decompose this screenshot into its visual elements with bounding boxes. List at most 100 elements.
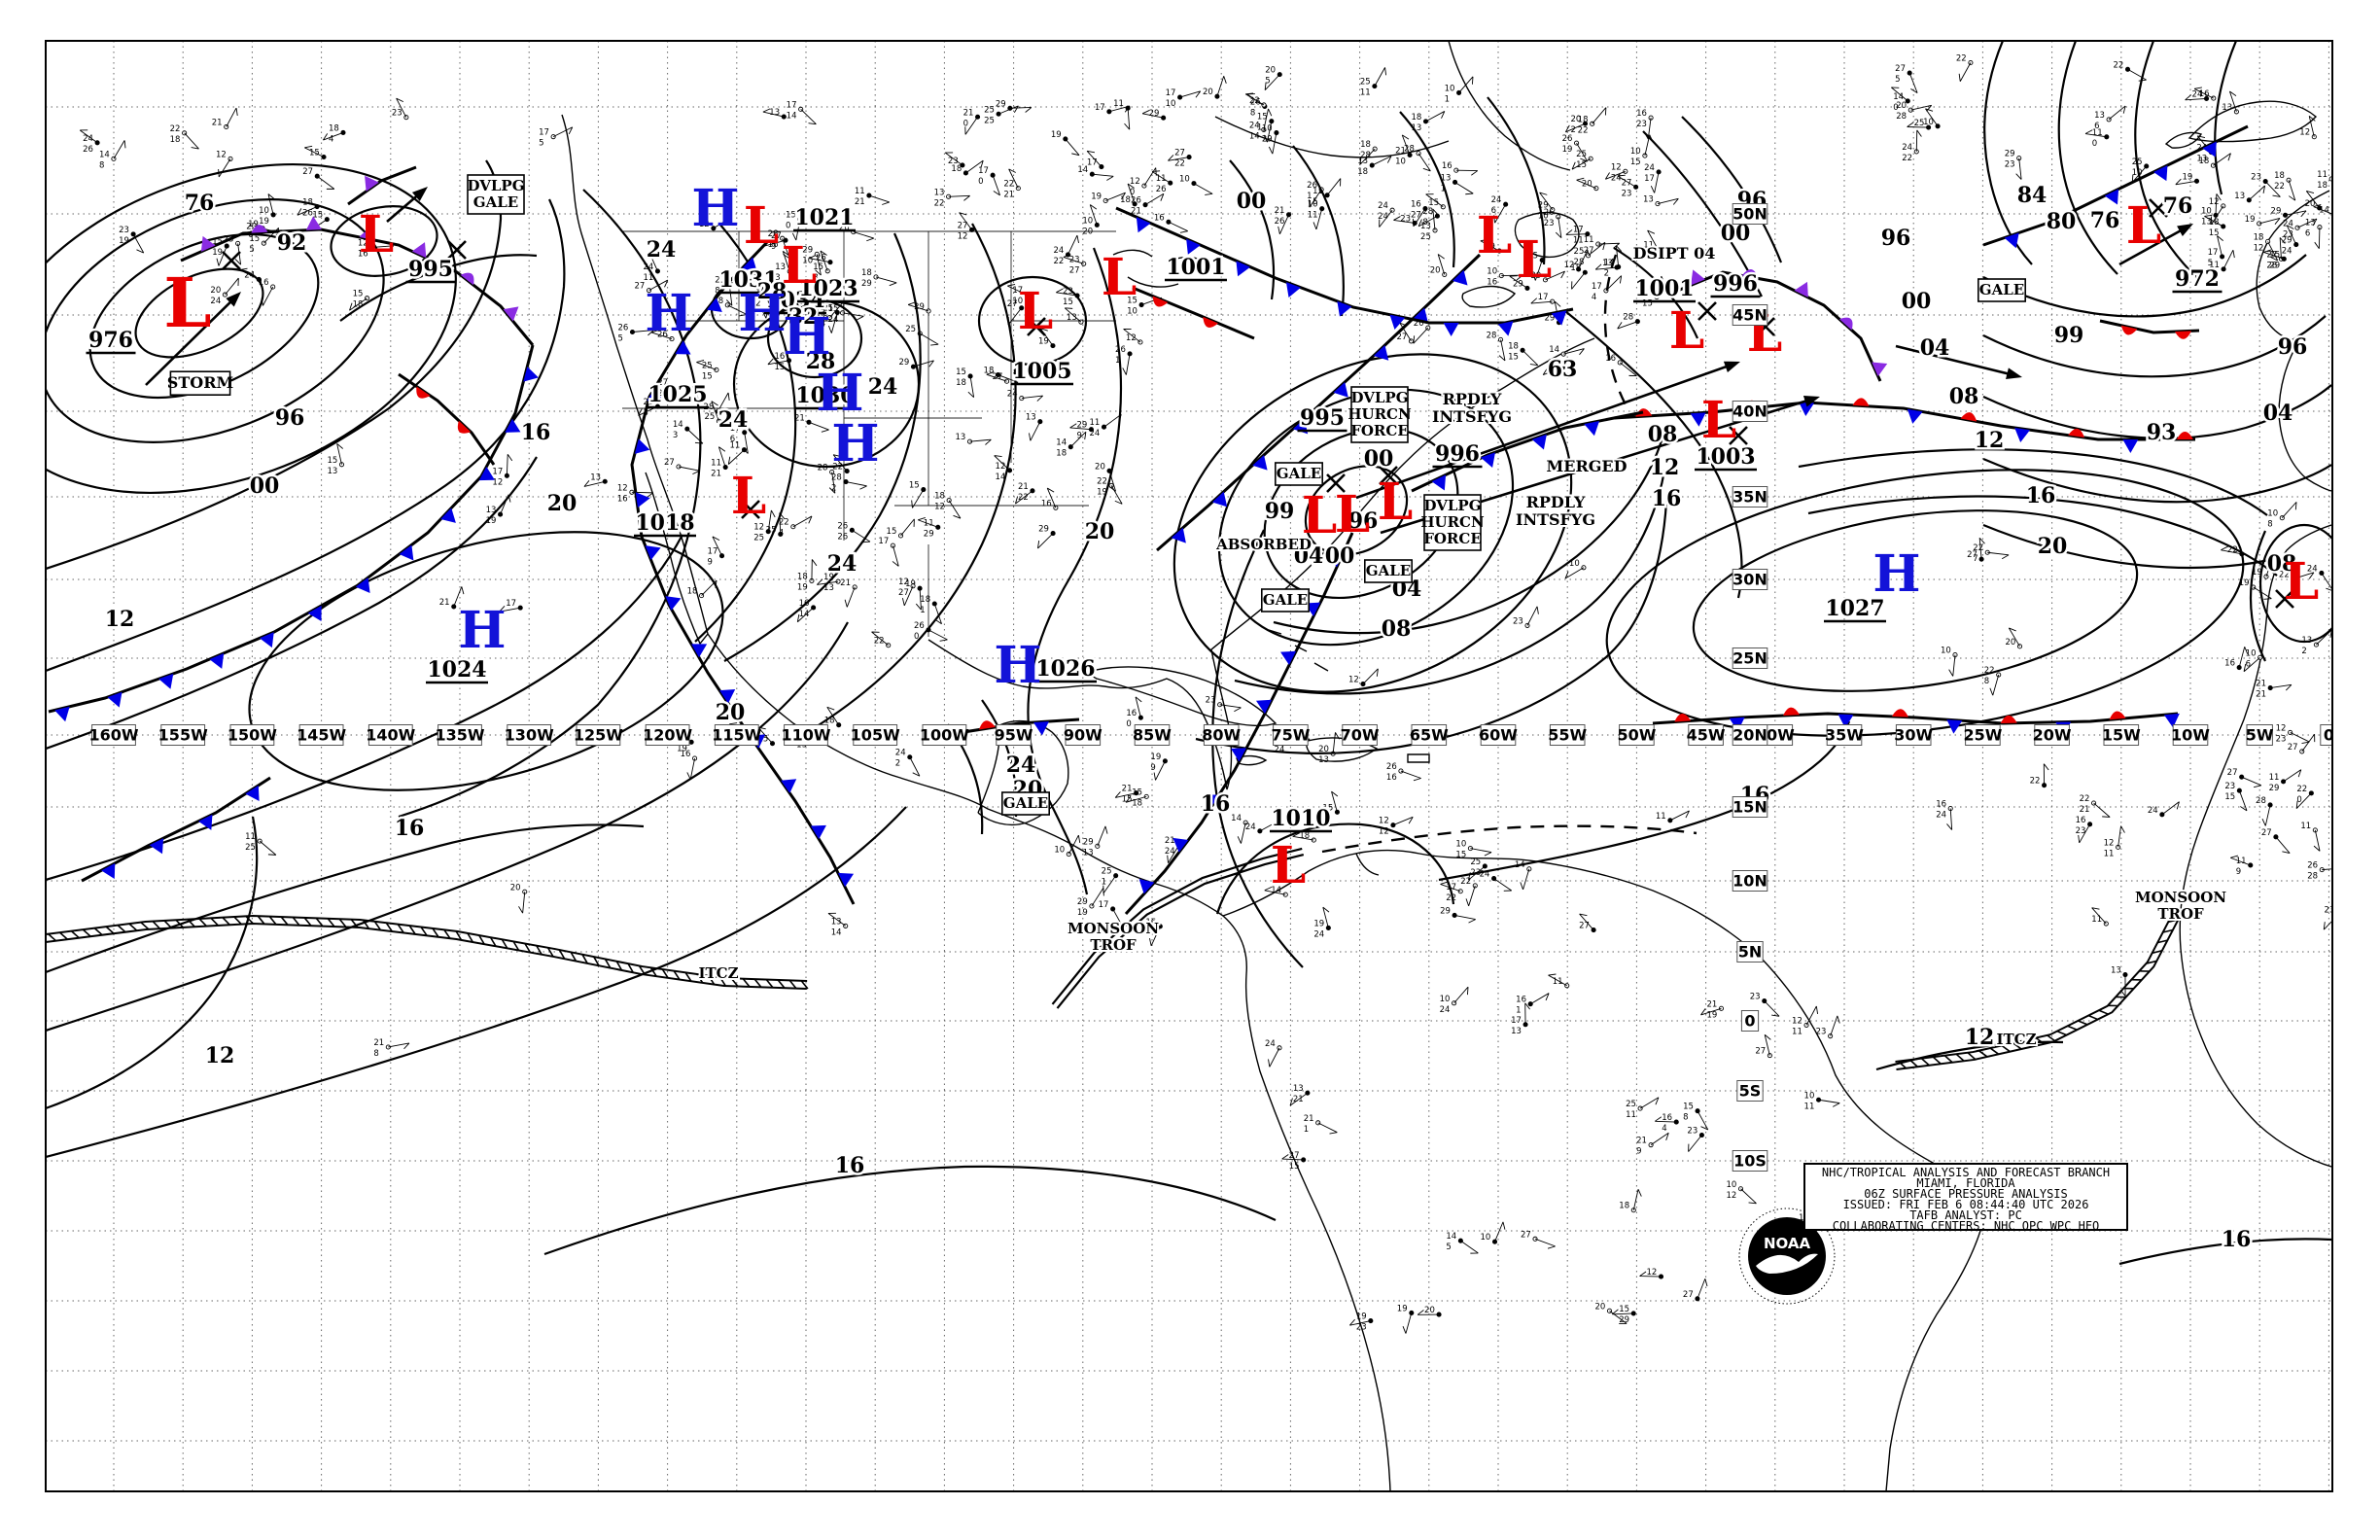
svg-text:18: 18	[1132, 798, 1142, 808]
svg-text:0: 0	[2092, 139, 2097, 149]
svg-text:17: 17	[1012, 286, 1023, 296]
svg-text:28: 28	[2266, 261, 2277, 270]
svg-text:15: 15	[1527, 252, 1538, 262]
svg-text:23: 23	[2005, 160, 2015, 170]
isobar-label: 995	[1300, 405, 1345, 431]
svg-text:27: 27	[993, 372, 1003, 382]
svg-text:27: 27	[1622, 178, 1632, 188]
svg-text:16: 16	[1605, 354, 1616, 364]
svg-text:65W: 65W	[1410, 726, 1449, 745]
svg-text:24: 24	[1245, 822, 1256, 832]
svg-text:22: 22	[874, 637, 885, 647]
svg-text:19: 19	[1097, 487, 1107, 497]
svg-text:16: 16	[681, 750, 691, 759]
svg-text:100W: 100W	[920, 726, 969, 745]
svg-text:23: 23	[1750, 993, 1761, 1002]
svg-text:13: 13	[590, 472, 601, 482]
svg-text:0: 0	[1744, 1012, 1755, 1031]
svg-text:28: 28	[831, 473, 842, 483]
low-center: L	[1271, 836, 1307, 895]
svg-text:21: 21	[1293, 1095, 1304, 1104]
isobar-label: 84	[2017, 183, 2048, 208]
svg-text:55W: 55W	[1548, 726, 1587, 745]
svg-text:18: 18	[797, 572, 808, 581]
svg-text:22: 22	[2274, 182, 2285, 192]
svg-text:20: 20	[1082, 227, 1093, 236]
svg-text:21: 21	[439, 598, 450, 608]
svg-text:9: 9	[1076, 432, 1081, 441]
annotation-gale: GALE	[1979, 281, 2024, 298]
svg-text:19: 19	[259, 217, 269, 227]
svg-text:18: 18	[1360, 140, 1371, 150]
svg-text:16: 16	[1636, 109, 1647, 119]
svg-text:25: 25	[905, 325, 916, 334]
svg-text:14: 14	[1893, 92, 1904, 102]
svg-text:2: 2	[895, 759, 900, 769]
title-line: ISSUED: FRI FEB 6 08:44:40 UTC 2026	[1842, 1198, 2089, 1211]
svg-text:10: 10	[1804, 1091, 1815, 1101]
svg-text:21: 21	[2256, 680, 2266, 689]
fronts	[47, 124, 2249, 1070]
noaa-logo-text: NOAA	[1764, 1235, 1811, 1252]
svg-text:16: 16	[1442, 161, 1452, 171]
svg-text:13: 13	[769, 108, 780, 118]
svg-text:135W: 135W	[435, 726, 484, 745]
svg-text:11: 11	[2269, 773, 2280, 783]
position-x-mark	[2149, 198, 2168, 218]
position-x-mark	[2275, 589, 2294, 609]
itcz-band	[47, 914, 809, 990]
svg-text:23: 23	[119, 226, 129, 235]
annotation-gale: GALE	[1263, 591, 1308, 609]
svg-text:25: 25	[702, 361, 713, 370]
svg-text:22: 22	[2296, 785, 2307, 794]
isobar-label: 1027	[1825, 596, 1884, 621]
svg-text:28: 28	[818, 464, 828, 473]
svg-text:18: 18	[861, 268, 872, 278]
svg-text:0: 0	[1130, 188, 1135, 197]
position-x-mark	[222, 251, 241, 270]
isobar-label: 1025	[648, 382, 707, 407]
svg-text:18: 18	[2209, 218, 2220, 228]
svg-text:16: 16	[1662, 1113, 1672, 1123]
annotation-gale: GALE	[1277, 465, 1321, 482]
title-line: COLLABORATING CENTERS: NHC OPC WPC HFO	[1832, 1219, 2100, 1231]
svg-text:17: 17	[1511, 1016, 1522, 1026]
svg-text:19: 19	[2252, 568, 2262, 578]
svg-text:160W: 160W	[88, 726, 138, 745]
svg-text:5: 5	[1446, 1242, 1451, 1252]
svg-text:6: 6	[2246, 659, 2251, 669]
svg-text:11: 11	[924, 518, 934, 528]
svg-text:11: 11	[2104, 849, 2115, 858]
svg-text:12: 12	[934, 503, 945, 512]
isobar-label: 24	[1006, 752, 1036, 778]
svg-text:27: 27	[1411, 211, 1421, 221]
svg-text:10: 10	[2246, 648, 2257, 658]
svg-text:20: 20	[1095, 462, 1105, 472]
svg-text:16: 16	[1145, 918, 1156, 928]
svg-text:24: 24	[1090, 429, 1101, 438]
svg-text:27: 27	[302, 167, 313, 177]
svg-text:20: 20	[2305, 199, 2316, 209]
svg-text:6: 6	[2094, 122, 2099, 131]
svg-text:12: 12	[2299, 128, 2310, 138]
svg-text:27: 27	[657, 378, 668, 388]
svg-text:29: 29	[1077, 897, 1088, 907]
svg-text:11: 11	[855, 187, 865, 196]
svg-text:24: 24	[1611, 173, 1622, 183]
svg-text:25: 25	[1102, 867, 1112, 877]
svg-text:29: 29	[1083, 837, 1094, 847]
svg-text:26: 26	[837, 521, 848, 531]
svg-text:22: 22	[1446, 893, 1456, 903]
svg-text:35N: 35N	[1732, 488, 1768, 507]
svg-text:10: 10	[1308, 200, 1318, 210]
svg-text:0: 0	[2324, 726, 2334, 745]
isobar-label: 12	[1975, 428, 2005, 453]
svg-text:29: 29	[898, 358, 909, 368]
svg-text:22: 22	[1549, 359, 1559, 368]
position-x-mark	[1729, 426, 1748, 445]
cold-front	[1982, 124, 2249, 249]
svg-text:16: 16	[2199, 89, 2210, 99]
svg-text:15: 15	[2209, 271, 2220, 281]
svg-text:12: 12	[996, 462, 1006, 472]
